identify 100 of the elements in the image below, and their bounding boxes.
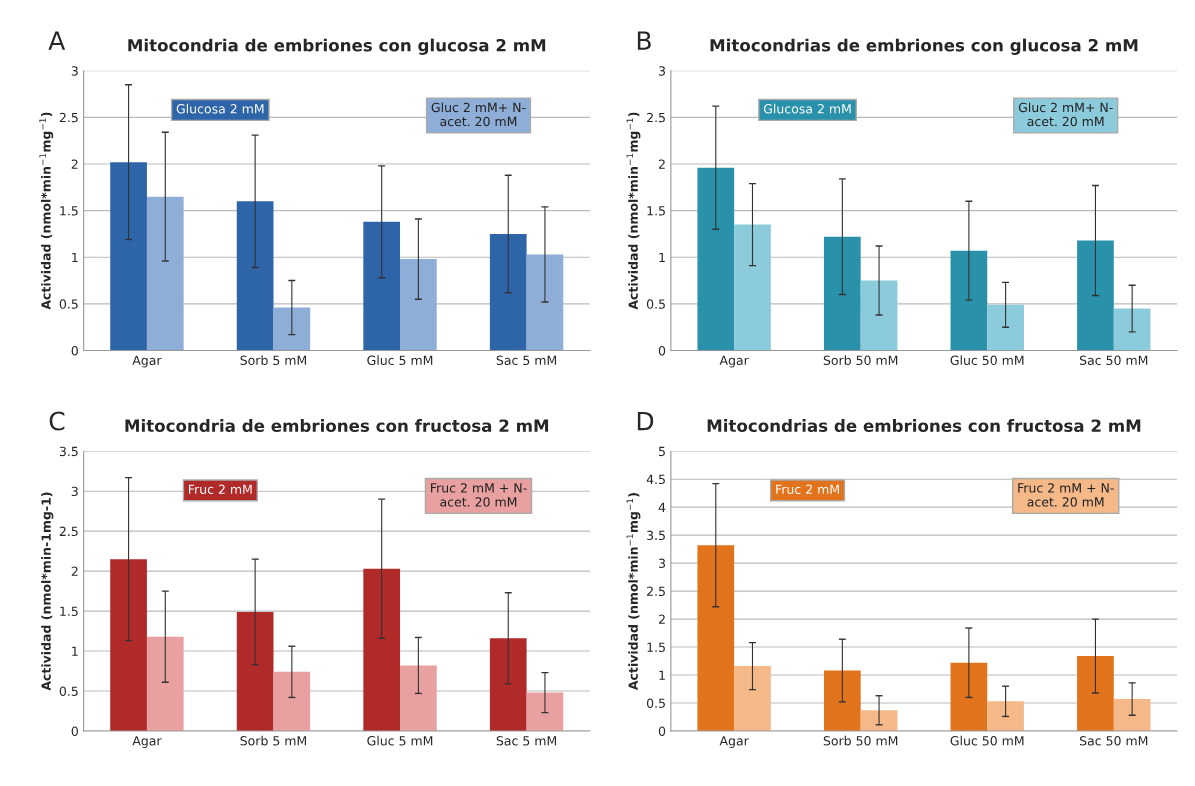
bar — [823, 236, 861, 351]
y-tick-label: 1 — [72, 252, 78, 262]
text: Fruc 2 mM — [189, 484, 252, 495]
y-tick-label: 4 — [658, 502, 666, 512]
text: Glucosa 2 mM — [176, 103, 264, 114]
y-tick-label: 1 — [659, 670, 665, 680]
bar — [1113, 308, 1151, 351]
text: Glucosa 2 mM — [763, 103, 851, 114]
bar — [110, 559, 147, 731]
text: Gluc 2 mM+ N- acet. 20 mM — [1018, 102, 1113, 127]
y-tick-label: 1 — [659, 252, 665, 262]
bar — [273, 307, 311, 351]
chart-title: Mitocondria de embriones con glucosa 2 mM — [128, 38, 546, 55]
x-tick-label: Gluc 50 mM — [950, 355, 1024, 366]
x-tick-label: Gluc 5 mM — [367, 355, 433, 366]
text: Gluc 2 mM+ N- acet. 20 mM — [431, 102, 526, 127]
x-tick-label: Agar — [719, 736, 749, 748]
bar — [950, 662, 988, 731]
bar — [146, 636, 184, 731]
bar — [987, 701, 1024, 731]
chart-title: Mitocondria de embriones con fructosa 2 mM — [125, 419, 549, 433]
bar — [110, 162, 147, 351]
bar — [526, 692, 564, 731]
y-tick-label: 2.5 — [59, 112, 78, 123]
y-axis-title: Actividad (nmol*min$^{−1}$mg$^{−1}$) — [626, 112, 641, 310]
text: B — [637, 31, 651, 50]
y-axis-title: Actividad (nmol*min$^{−1}$mg$^{−1}$) — [626, 493, 641, 691]
text: C — [49, 411, 65, 431]
bar — [489, 233, 527, 351]
chart-title: Mitocondrias de embriones con fructosa 2 mM — [707, 419, 1141, 433]
bar — [236, 201, 274, 351]
y-tick-label: 3.5 — [59, 446, 78, 457]
y-tick-label: 3 — [71, 486, 78, 497]
x-tick-label: Gluc 5 mM — [367, 735, 433, 746]
bar — [400, 665, 437, 731]
text: Fruc 2 mM — [776, 484, 839, 495]
bar — [1113, 699, 1151, 731]
bar — [860, 710, 898, 731]
y-tick-label: 1.5 — [60, 206, 78, 216]
y-tick-label: 2 — [71, 159, 78, 169]
y-tick-label: 1.5 — [647, 206, 665, 216]
x-tick-label: Sac 5 mM — [496, 736, 557, 746]
chart-title: Mitocondrias de embriones con glucosa 2 mM — [710, 38, 1138, 55]
bar — [1077, 240, 1114, 351]
y-tick-label: 1.5 — [647, 642, 665, 652]
bar — [950, 250, 988, 351]
x-tick-label: Agar — [132, 736, 162, 748]
bar — [697, 545, 735, 731]
bar — [489, 638, 527, 731]
y-tick-label: 0.5 — [646, 698, 665, 708]
y-tick-label: 3 — [659, 66, 665, 76]
bar — [363, 568, 401, 731]
text: D — [637, 411, 654, 431]
x-tick-label: Sorb 5 mM — [240, 735, 307, 746]
bar — [734, 224, 771, 351]
text: A — [48, 31, 66, 50]
y-tick-label: 0 — [71, 726, 78, 736]
bar — [273, 671, 311, 731]
y-tick-label: 0.5 — [59, 299, 78, 309]
y-tick-label: 3 — [659, 558, 665, 569]
y-tick-label: 2 — [71, 566, 78, 576]
bar — [734, 666, 771, 731]
y-axis-title: Actividad (nmol*min$^{−1}$mg$^{−1}$) — [39, 112, 54, 310]
y-tick-label: 0 — [71, 345, 78, 356]
x-tick-label: Sorb 50 mM — [823, 355, 898, 366]
y-tick-label: 0.5 — [59, 686, 78, 696]
bar — [697, 167, 735, 351]
y-tick-label: 1 — [72, 646, 78, 656]
y-tick-label: 2 — [658, 159, 665, 169]
text: Fruc 2 mM + N- acet. 20 mM — [1018, 483, 1114, 507]
bar — [146, 196, 184, 351]
y-tick-label: 0.5 — [646, 299, 665, 309]
x-tick-label: Sac 50 mM — [1079, 355, 1148, 366]
y-tick-label: 2.5 — [647, 112, 665, 123]
y-tick-label: 2.5 — [59, 526, 78, 537]
bar — [363, 221, 401, 351]
y-tick-label: 0 — [658, 726, 666, 736]
text: Fruc 2 mM + N- acet. 20 mM — [431, 483, 527, 507]
y-tick-label: 0 — [658, 345, 666, 356]
x-tick-label: Agar — [132, 355, 162, 368]
y-axis-title: Actividad (nmol*min-1mg-1) — [41, 492, 54, 691]
x-tick-label: Gluc 50 mM — [950, 735, 1024, 746]
bar — [236, 611, 274, 731]
x-tick-label: Sorb 50 mM — [823, 735, 898, 746]
x-tick-label: Agar — [719, 355, 749, 368]
bar — [400, 259, 437, 351]
bar — [526, 254, 564, 351]
bar — [860, 280, 898, 351]
y-tick-label: 1.5 — [60, 606, 78, 617]
y-tick-label: 2.5 — [647, 586, 665, 597]
y-tick-label: 4.5 — [646, 474, 665, 485]
x-tick-label: Sac 5 mM — [496, 355, 557, 366]
y-tick-label: 3.5 — [647, 530, 665, 541]
y-tick-label: 2 — [658, 614, 665, 624]
bar — [1077, 656, 1114, 731]
bar — [987, 304, 1024, 351]
x-tick-label: Sorb 5 mM — [240, 355, 307, 366]
y-tick-label: 5 — [659, 446, 665, 457]
x-tick-label: Sac 50 mM — [1079, 736, 1148, 746]
bar — [823, 670, 861, 731]
